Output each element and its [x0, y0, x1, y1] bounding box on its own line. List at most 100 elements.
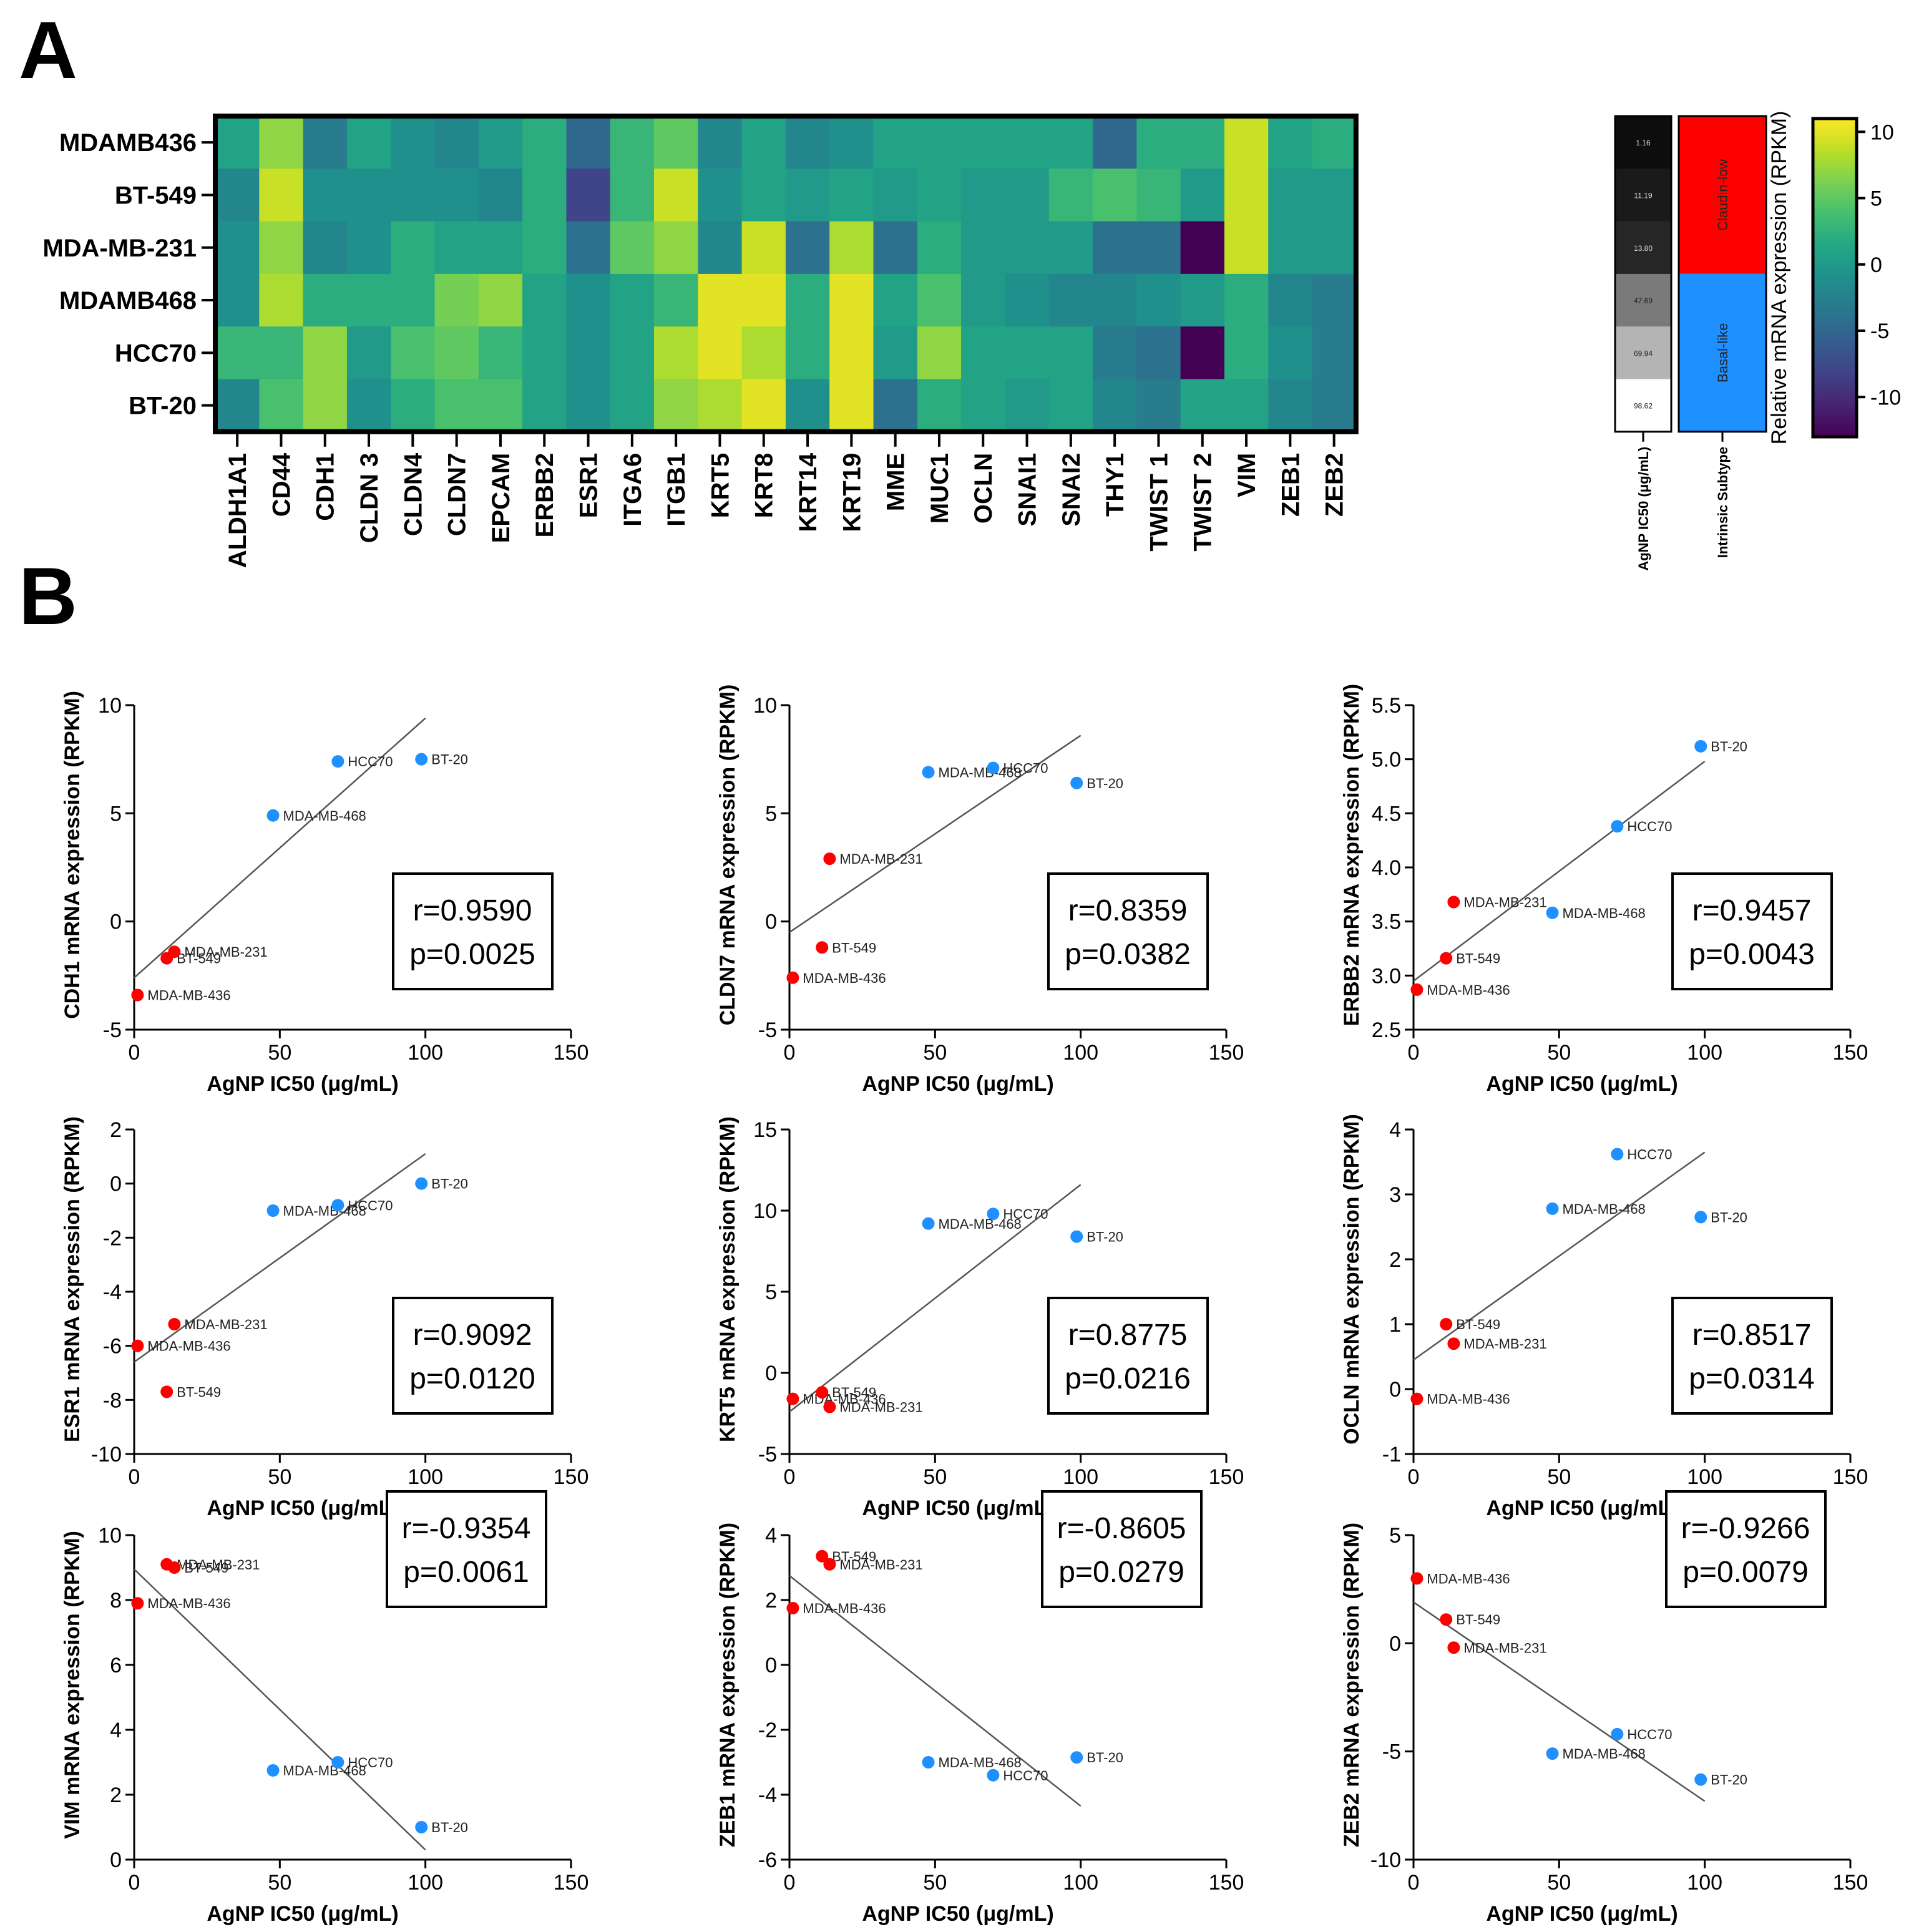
heatmap-cell: [1180, 273, 1225, 327]
column-label: CLDN 3: [356, 453, 383, 543]
column-label: KRT5: [706, 453, 734, 518]
fit-line: [789, 1575, 1082, 1807]
heatmap-cell: [961, 273, 1005, 327]
column-label: EPCAM: [487, 453, 515, 543]
heatmap-cell: [259, 116, 304, 169]
heatmap-cell: [434, 168, 479, 222]
y-tick-label: -5: [1382, 1740, 1401, 1764]
y-tick-label: -8: [103, 1388, 122, 1412]
ic50-cell: [1615, 116, 1671, 169]
y-tick-label: 1: [1389, 1313, 1401, 1337]
column-label: VIM: [1233, 453, 1261, 497]
stats-box: [1041, 1490, 1203, 1608]
ic50-value: 11.19: [1634, 191, 1652, 200]
p-value: p=0.0061: [403, 1556, 529, 1589]
heatmap-cell: [741, 116, 786, 169]
column-label: CLDN4: [399, 452, 427, 536]
ic50-value: 13.80: [1634, 244, 1653, 253]
heatmap-cell: [785, 379, 830, 432]
heatmap-cell: [829, 168, 874, 222]
heatmap-cell: [1005, 326, 1050, 380]
heatmap-cell: [1136, 116, 1181, 169]
heatmap-cell: [1136, 168, 1181, 222]
x-tick-label: 50: [1547, 1041, 1571, 1065]
heatmap-cell: [259, 273, 304, 327]
point-label: HCC70: [1627, 1147, 1672, 1163]
column-label: CD44: [268, 452, 295, 517]
point-label: MDA-MB-231: [184, 1317, 267, 1332]
x-tick-label: 0: [129, 1465, 140, 1489]
subtype-name: Basal-like: [1715, 323, 1731, 383]
y-tick-label: 2: [765, 1589, 777, 1612]
heatmap-cell: [1048, 221, 1093, 275]
heatmap-cell: [785, 221, 830, 275]
x-tick-label: 100: [408, 1871, 443, 1895]
y-tick-label: 0: [1389, 1632, 1401, 1656]
heatmap-cell: [698, 168, 743, 222]
point-label: MDA-MB-468: [1563, 1201, 1646, 1217]
heatmap-cell: [391, 379, 436, 432]
point-label: MDA-MB-436: [147, 1339, 230, 1354]
heatmap-cell: [1224, 221, 1269, 275]
column-label: ALDH1A1: [224, 453, 252, 568]
x-tick-label: 0: [784, 1465, 796, 1489]
y-tick-label: -5: [103, 1018, 122, 1042]
data-point: [823, 1400, 836, 1413]
heatmap-cell: [741, 221, 786, 275]
scatter-vim: 0 50 100 150 0 2 4 6 8 10 AgNP IC50 (μg/mL) VIM mRN…: [61, 1490, 588, 1926]
heatmap-cell: [1224, 116, 1269, 169]
x-tick-label: 50: [268, 1041, 291, 1065]
x-axis-label: AgNP IC50 (μg/mL): [1486, 1902, 1677, 1926]
data-point: [1611, 1148, 1624, 1161]
heatmap-cell: [303, 221, 348, 275]
y-tick-label: -4: [103, 1281, 122, 1304]
column-label: SNAI2: [1058, 453, 1085, 527]
heatmap-cell: [478, 221, 523, 275]
heatmap-cell: [917, 221, 962, 275]
heatmap-cell: [215, 379, 260, 432]
data-point: [1611, 1727, 1624, 1740]
heatmap-cell: [654, 326, 698, 380]
heatmap-cell: [698, 273, 743, 327]
heatmap-cell: [785, 168, 830, 222]
x-tick-label: 100: [1063, 1465, 1098, 1489]
x-tick-label: 0: [129, 1041, 140, 1065]
heatmap-cell: [1093, 168, 1137, 222]
heatmap-panel: MDAMB436 BT-549 MDA-MB-231 MDAMB468 HCC70 BT-…: [42, 111, 1901, 571]
scatter-zeb1: 0 50 100 150 -6 -4 -2 0 2 4 AgNP IC50 (μg/mL) ZEB1 …: [716, 1490, 1244, 1926]
data-point: [331, 1756, 344, 1769]
point-label: HCC70: [348, 754, 393, 769]
y-tick-label: 5: [1389, 1524, 1401, 1548]
y-tick-label: 3.0: [1372, 964, 1401, 988]
heatmap-cell: [610, 221, 655, 275]
data-point: [266, 1204, 280, 1217]
heatmap-cell: [1093, 116, 1137, 169]
heatmap-cell: [1180, 326, 1225, 380]
stats-box: [1671, 1297, 1833, 1415]
data-point: [1694, 1211, 1707, 1224]
point-label: MDA-MB-436: [1427, 1571, 1510, 1586]
r-value: r=0.9590: [413, 894, 532, 927]
heatmap-cell: [917, 168, 962, 222]
point-label: HCC70: [348, 1198, 393, 1213]
y-axis-label: OCLN mRNA expression (RPKM): [1340, 1114, 1364, 1445]
heatmap-cell: [610, 116, 655, 169]
column-label: KRT8: [751, 453, 778, 518]
heatmap-cell: [1312, 168, 1357, 222]
data-point: [131, 988, 144, 1002]
heatmap-cell: [346, 168, 391, 222]
heatmap-cell: [1312, 273, 1357, 327]
heatmap-cell: [478, 326, 523, 380]
heatmap-cell: [698, 326, 743, 380]
r-value: r=0.8517: [1692, 1319, 1812, 1352]
r-value: r=-0.8605: [1057, 1512, 1186, 1545]
y-tick-label: 0: [765, 1654, 777, 1677]
heatmap-cell: [741, 273, 786, 327]
x-tick-label: 50: [923, 1871, 947, 1895]
data-point: [1070, 776, 1083, 789]
x-tick-label: 150: [554, 1041, 589, 1065]
heatmap-cell: [961, 326, 1005, 380]
p-value: p=0.0079: [1682, 1556, 1809, 1589]
column-label: THY1: [1101, 453, 1129, 517]
x-axis-label: AgNP IC50 (μg/mL): [207, 1072, 398, 1096]
